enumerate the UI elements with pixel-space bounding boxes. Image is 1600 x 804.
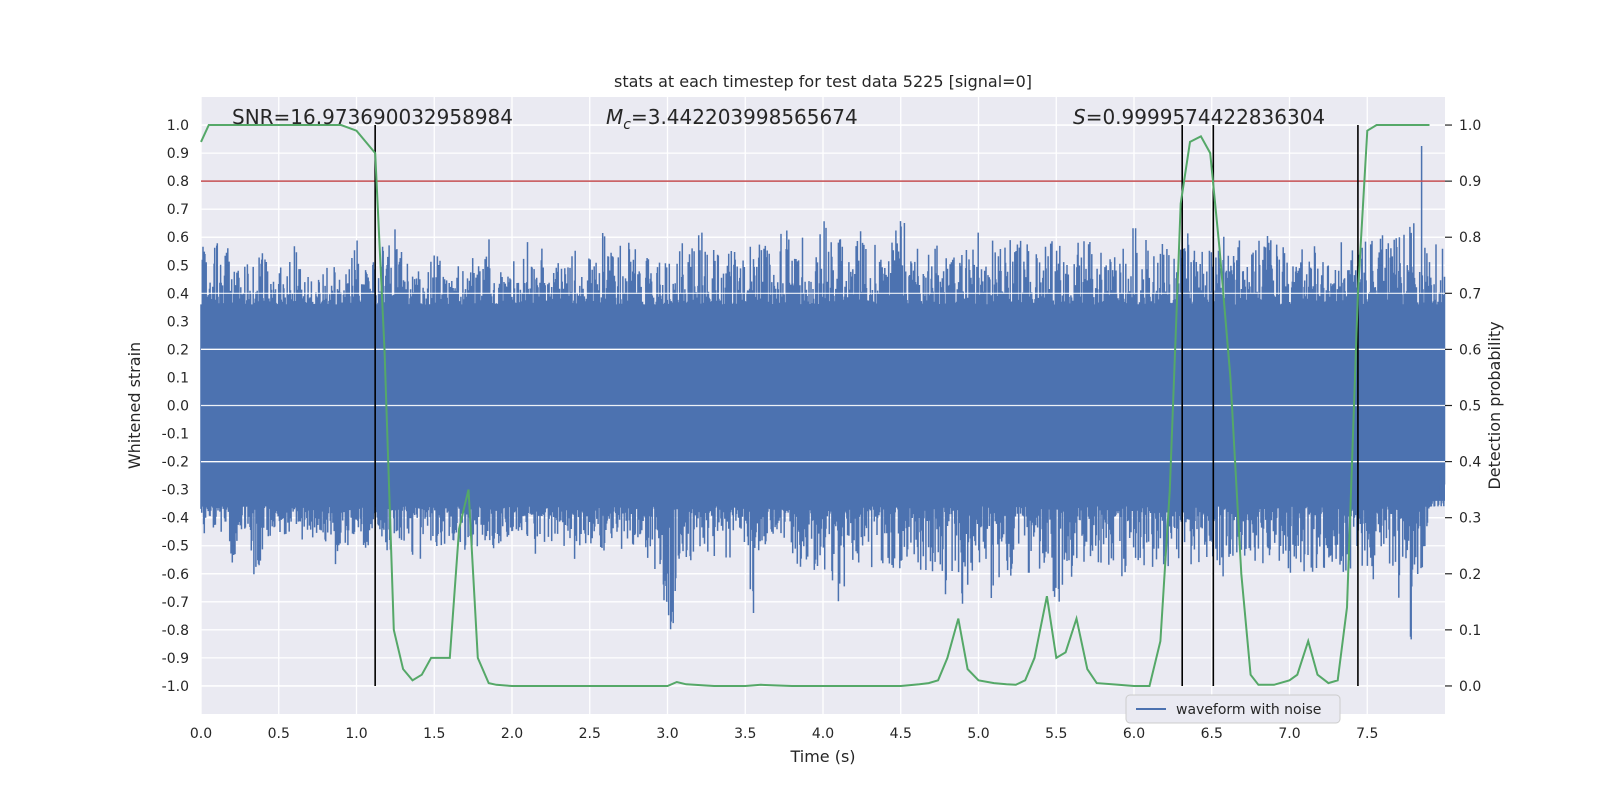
- x-tick-label: 0.0: [190, 726, 212, 742]
- x-tick-label: 1.5: [423, 726, 445, 742]
- y2-tick-label: 0.0: [1459, 679, 1481, 695]
- y-tick-label: -0.6: [162, 567, 189, 583]
- x-tick-label: 6.5: [1201, 726, 1223, 742]
- y2-tick-label: 0.1: [1459, 623, 1481, 639]
- x-tick-label: 2.0: [501, 726, 523, 742]
- y-tick-label: 0.7: [167, 202, 189, 218]
- y2-axis-label: Detection probability: [1485, 321, 1504, 489]
- y-tick-label: -0.7: [162, 595, 189, 611]
- y-tick-label: 0.0: [167, 399, 189, 415]
- y-tick-label: 0.6: [167, 230, 189, 246]
- y-tick-label: -0.9: [162, 651, 189, 667]
- y-tick-label: 0.8: [167, 174, 189, 190]
- x-tick-label: 5.5: [1045, 726, 1067, 742]
- y2-tick-label: 1.0: [1459, 118, 1481, 134]
- y-tick-label: 0.3: [167, 314, 189, 330]
- x-tick-label: 3.5: [734, 726, 756, 742]
- y2-tick-label: 0.6: [1459, 342, 1481, 358]
- y2-tick-label: 0.2: [1459, 567, 1481, 583]
- chirp-mass-subscript: c: [623, 117, 631, 133]
- score-value: =0.9999574422836304: [1086, 105, 1325, 129]
- y-tick-label: -0.8: [162, 623, 189, 639]
- x-tick-label: 4.5: [890, 726, 912, 742]
- chirp-mass-annotation: Mc=3.442203998565674: [606, 105, 858, 133]
- y-tick-label: -0.2: [162, 455, 189, 471]
- y2-tick-label: 0.4: [1459, 455, 1481, 471]
- y-tick-label: -1.0: [162, 679, 189, 695]
- marker-lines-layer: [374, 125, 1359, 686]
- x-tick-label: 3.0: [656, 726, 678, 742]
- score-annotation: S=0.9999574422836304: [1073, 105, 1325, 129]
- y-tick-label: -0.4: [162, 511, 189, 527]
- x-tick-label: 4.0: [812, 726, 834, 742]
- x-tick-label: 7.0: [1278, 726, 1300, 742]
- legend-label: waveform with noise: [1176, 702, 1321, 718]
- score-symbol: S: [1073, 105, 1086, 129]
- legend-box: [1125, 694, 1341, 724]
- probability-layer: [200, 124, 1430, 687]
- chart-title: stats at each timestep for test data 522…: [614, 72, 1032, 91]
- y2-tick-label: 0.7: [1459, 286, 1481, 302]
- y-tick-label: -0.3: [162, 483, 189, 499]
- chirp-mass-symbol: M: [606, 105, 623, 129]
- x-tick-label: 6.0: [1123, 726, 1145, 742]
- x-tick-label: 7.5: [1356, 726, 1378, 742]
- y-tick-label: 1.0: [167, 118, 189, 134]
- y-tick-label: 0.5: [167, 258, 189, 274]
- y-tick-label: 0.9: [167, 146, 189, 162]
- chirp-mass-value: =3.442203998565674: [631, 105, 858, 129]
- legend: waveform with noise: [1125, 694, 1341, 724]
- y-tick-label: 0.2: [167, 342, 189, 358]
- y-axis-label: Whitened strain: [125, 342, 144, 469]
- probability-line: [200, 124, 1430, 687]
- y-tick-label: -0.5: [162, 539, 189, 555]
- x-tick-label: 0.5: [268, 726, 290, 742]
- y-tick-label: -0.1: [162, 427, 189, 443]
- x-axis-label: Time (s): [789, 747, 855, 766]
- y2-tick-label: 0.3: [1459, 511, 1481, 527]
- y2-tick-label: 0.8: [1459, 230, 1481, 246]
- y-tick-label: 0.1: [167, 370, 189, 386]
- snr-annotation: SNR=16.973690032958984: [232, 105, 513, 129]
- waveform-layer: [200, 146, 1446, 640]
- y2-tick-label: 0.9: [1459, 174, 1481, 190]
- y2-tick-label: 0.5: [1459, 399, 1481, 415]
- x-tick-label: 2.5: [579, 726, 601, 742]
- tick-labels-layer: 0.0 0.5 1.0 1.5 2.0 2.5 3.0 3.5 4.0 4.5 5.0 5.5 6.0 6…: [162, 118, 1482, 742]
- x-tick-label: 1.0: [345, 726, 367, 742]
- x-tick-label: 5.0: [967, 726, 989, 742]
- y-tick-label: 0.4: [167, 286, 189, 302]
